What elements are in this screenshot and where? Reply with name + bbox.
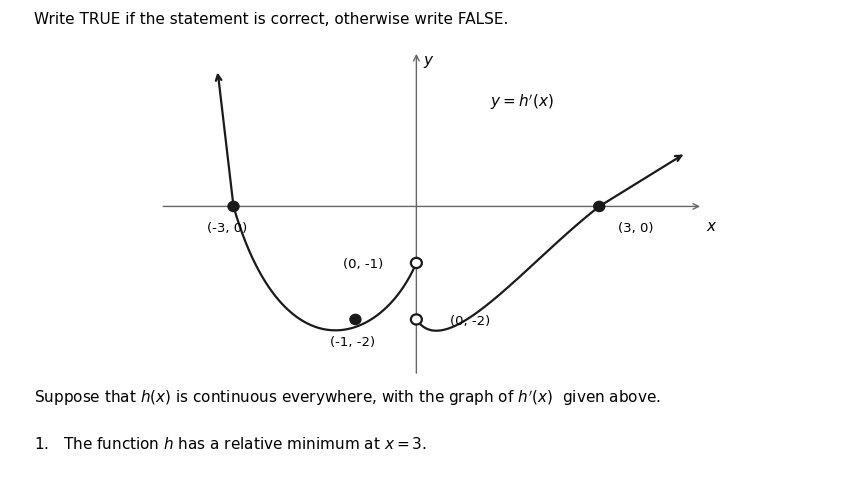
Text: (-1, -2): (-1, -2) [330, 336, 375, 349]
Text: (0, -2): (0, -2) [450, 315, 490, 328]
Text: (-3, 0): (-3, 0) [208, 222, 247, 235]
Text: Suppose that $h(x)$ is continuous everywhere, with the graph of $h'(x)$  given a: Suppose that $h(x)$ is continuous everyw… [34, 388, 661, 408]
Circle shape [411, 258, 422, 268]
Text: y: y [424, 53, 433, 67]
Circle shape [228, 201, 239, 212]
Text: x: x [706, 219, 715, 234]
Text: (3, 0): (3, 0) [618, 222, 653, 235]
Text: Write TRUE if the statement is correct, otherwise write FALSE.: Write TRUE if the statement is correct, … [34, 12, 508, 27]
Circle shape [594, 201, 604, 212]
Text: 1.   The function $h$ has a relative minimum at $x = 3$.: 1. The function $h$ has a relative minim… [34, 436, 426, 452]
Text: $y = h'(x)$: $y = h'(x)$ [490, 92, 554, 112]
Circle shape [350, 314, 361, 324]
Text: (0, -1): (0, -1) [343, 258, 383, 271]
Circle shape [411, 314, 422, 324]
